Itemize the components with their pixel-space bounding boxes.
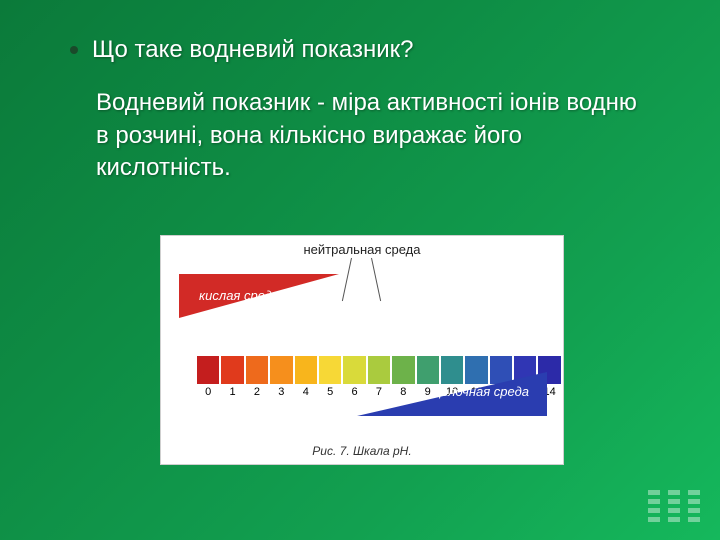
- ph-number: 0: [197, 386, 219, 398]
- triangle-wrap: кислая среда 01234567891011121314 щелочн…: [179, 264, 547, 434]
- label-neutral: нейтральная среда: [304, 242, 421, 257]
- label-acid: кислая среда: [199, 288, 279, 303]
- ornament-bar: [668, 490, 680, 495]
- heading-text: Що таке водневий показник?: [92, 34, 413, 65]
- ornament-bar: [668, 517, 680, 522]
- ph-number: 2: [246, 386, 268, 398]
- slide-root: Що таке водневий показник? Водневий пока…: [0, 0, 720, 540]
- ornament-bar: [648, 517, 660, 522]
- ph-swatch: [246, 356, 268, 384]
- ph-number: 5: [319, 386, 341, 398]
- ornament-col: [668, 490, 680, 522]
- bullet-row: Що таке водневий показник?: [70, 34, 650, 65]
- ph-number: 4: [295, 386, 317, 398]
- ph-swatch: [221, 356, 243, 384]
- ornament-bar: [648, 508, 660, 513]
- figure-caption: Рис. 7. Шкала pH.: [161, 444, 563, 458]
- ornament-col: [648, 490, 660, 522]
- bullet-dot: [70, 46, 78, 54]
- ornament-col: [688, 490, 700, 522]
- ornament-bar: [688, 508, 700, 513]
- ph-swatch: [319, 356, 341, 384]
- ornament-bar: [648, 499, 660, 504]
- ornament-bar: [648, 490, 660, 495]
- ornament-bar: [668, 508, 680, 513]
- ph-figure: нейтральная среда кислая среда 012345678…: [160, 235, 564, 465]
- ph-number: 3: [270, 386, 292, 398]
- figure-inner: нейтральная среда кислая среда 012345678…: [161, 236, 563, 464]
- label-base: щелочная среда: [430, 384, 529, 399]
- ornament-bar: [668, 499, 680, 504]
- ph-swatch: [295, 356, 317, 384]
- ph-swatch: [197, 356, 219, 384]
- ornament-bar: [688, 499, 700, 504]
- ph-swatch: [270, 356, 292, 384]
- ornament-bar: [688, 517, 700, 522]
- corner-ornament: [648, 490, 700, 522]
- content-area: Що таке водневий показник? Водневий пока…: [0, 0, 720, 184]
- ornament-bar: [688, 490, 700, 495]
- ph-number: 1: [221, 386, 243, 398]
- body-text: Водневий показник - міра активності іоні…: [96, 87, 650, 184]
